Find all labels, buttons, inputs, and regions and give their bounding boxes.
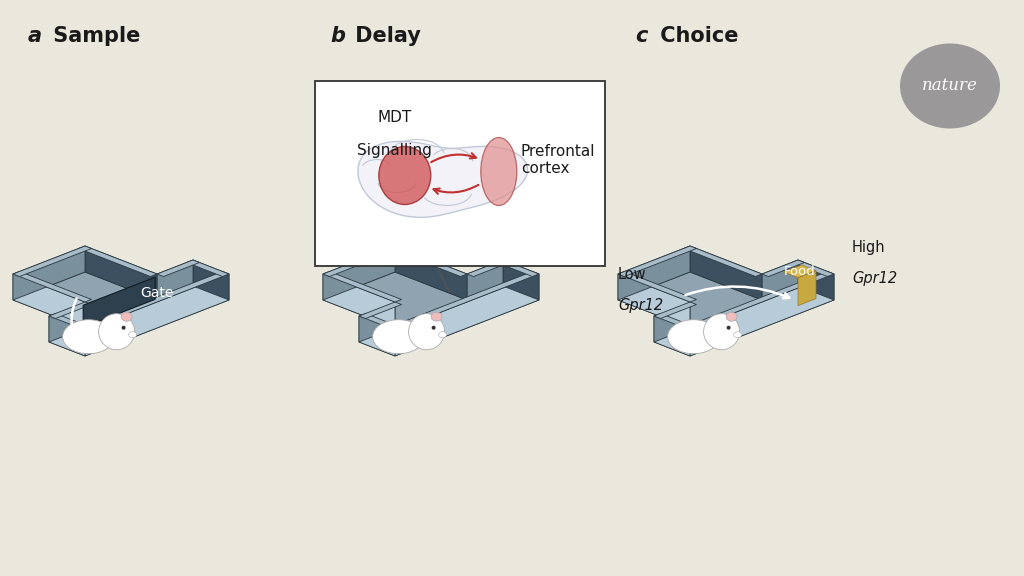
Polygon shape [79, 246, 157, 276]
Polygon shape [792, 260, 834, 276]
Circle shape [409, 314, 444, 350]
Ellipse shape [733, 332, 741, 338]
Polygon shape [684, 246, 762, 276]
Polygon shape [49, 302, 91, 319]
Polygon shape [359, 302, 401, 319]
Text: Signalling: Signalling [357, 143, 432, 158]
Polygon shape [359, 313, 401, 330]
Polygon shape [654, 316, 690, 356]
Polygon shape [762, 260, 805, 276]
Circle shape [703, 314, 739, 350]
Polygon shape [83, 277, 156, 327]
Polygon shape [690, 246, 762, 300]
Text: c: c [635, 26, 647, 46]
Polygon shape [323, 271, 401, 302]
Ellipse shape [121, 312, 132, 321]
Polygon shape [157, 260, 193, 300]
Ellipse shape [438, 332, 446, 338]
Polygon shape [783, 265, 816, 278]
Polygon shape [49, 316, 85, 356]
Polygon shape [323, 246, 395, 300]
Polygon shape [388, 271, 539, 330]
Polygon shape [618, 246, 690, 300]
Polygon shape [157, 260, 200, 276]
Polygon shape [395, 274, 539, 356]
Text: Choice: Choice [653, 26, 738, 46]
Polygon shape [467, 260, 510, 276]
Text: Low: Low [618, 267, 646, 282]
Ellipse shape [481, 138, 517, 206]
Polygon shape [359, 302, 395, 342]
Polygon shape [186, 260, 229, 276]
Polygon shape [13, 272, 157, 328]
Polygon shape [79, 271, 229, 330]
Polygon shape [690, 274, 834, 356]
Text: MDT: MDT [378, 111, 412, 126]
Polygon shape [654, 313, 696, 330]
Polygon shape [49, 302, 85, 342]
Text: b: b [330, 26, 345, 46]
Polygon shape [85, 274, 229, 356]
Ellipse shape [726, 312, 737, 321]
Polygon shape [798, 271, 816, 306]
Ellipse shape [431, 312, 442, 321]
Ellipse shape [62, 320, 115, 354]
Polygon shape [359, 286, 539, 356]
Polygon shape [798, 260, 834, 300]
Text: a: a [28, 26, 42, 46]
Polygon shape [618, 272, 762, 328]
Polygon shape [323, 246, 401, 276]
Polygon shape [13, 246, 85, 300]
Ellipse shape [668, 320, 720, 354]
Polygon shape [323, 272, 467, 328]
Text: Sample: Sample [46, 26, 140, 46]
Polygon shape [49, 313, 91, 330]
Polygon shape [684, 271, 834, 330]
Text: Gpr12: Gpr12 [852, 271, 897, 286]
Text: Delay: Delay [348, 26, 421, 46]
Text: Food: Food [784, 265, 816, 278]
Polygon shape [358, 141, 527, 217]
Polygon shape [13, 246, 91, 276]
Text: Gpr12: Gpr12 [618, 298, 664, 313]
Polygon shape [467, 260, 503, 300]
FancyBboxPatch shape [315, 81, 605, 266]
Text: High: High [852, 240, 886, 255]
Ellipse shape [379, 146, 431, 204]
Polygon shape [762, 260, 798, 300]
Polygon shape [618, 274, 690, 328]
Polygon shape [497, 260, 539, 276]
Polygon shape [49, 286, 229, 356]
Polygon shape [618, 246, 696, 276]
Text: nature: nature [922, 78, 978, 94]
Polygon shape [654, 302, 696, 319]
Polygon shape [388, 246, 467, 276]
Polygon shape [654, 302, 690, 342]
Polygon shape [654, 286, 834, 356]
Text: Prefrontal
cortex: Prefrontal cortex [521, 143, 595, 176]
Text: Gate: Gate [140, 286, 173, 300]
Ellipse shape [129, 332, 136, 338]
Polygon shape [359, 316, 395, 356]
Polygon shape [85, 246, 157, 300]
Circle shape [98, 314, 134, 350]
Polygon shape [395, 246, 467, 300]
Polygon shape [503, 260, 539, 300]
Polygon shape [193, 260, 229, 300]
Circle shape [122, 325, 126, 329]
Polygon shape [13, 274, 85, 328]
Polygon shape [13, 271, 91, 302]
Polygon shape [323, 274, 395, 328]
Ellipse shape [373, 320, 425, 354]
Ellipse shape [900, 44, 1000, 128]
Circle shape [431, 325, 435, 329]
Circle shape [727, 325, 730, 329]
Polygon shape [618, 271, 696, 302]
